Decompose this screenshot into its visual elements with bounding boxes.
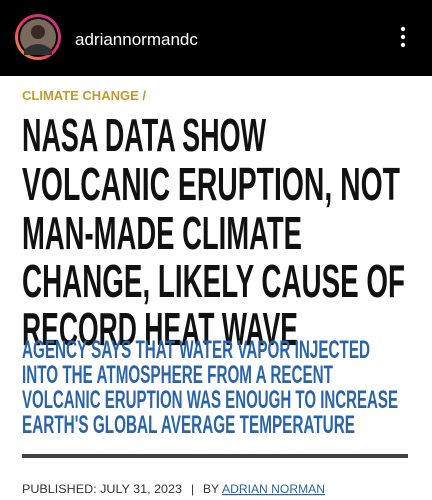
subheadline-line: AGENCY SAYS THAT WATER VAPOR INJECTED [22,336,370,364]
subheadline-line: EARTH'S GLOBAL AVERAGE TEMPERATURE [22,411,355,439]
subheadline: AGENCY SAYS THAT WATER VAPOR INJECTEDINT… [22,336,398,439]
headline-line: CHANGE, LIKELY CAUSE OF [22,255,405,307]
headline-line: MAN-MADE CLIMATE [22,207,302,259]
avatar[interactable] [15,14,61,60]
top-bar [0,0,432,76]
headline-line: VOLCANIC ERUPTION, NOT [22,158,400,210]
published-date: PUBLISHED: JULY 31, 2023 [22,482,182,496]
subheadline-line: INTO THE ATMOSPHERE FROM A RECENT [22,361,333,389]
byline-separator: | [191,482,194,496]
author-link[interactable]: ADRIAN NORMAN [222,482,325,496]
more-menu[interactable] [400,26,406,48]
headline-line: NASA DATA SHOW [22,109,266,161]
username[interactable]: adriannormandc [75,30,198,49]
headline-line: RECORD HEAT WAVE [22,303,298,355]
divider [22,454,408,458]
category[interactable]: CLIMATE CHANGE / [22,88,146,103]
subheadline-line: VOLCANIC ERUPTION WAS ENOUGH TO INCREASE [22,386,398,414]
byline-by: BY [203,482,219,496]
